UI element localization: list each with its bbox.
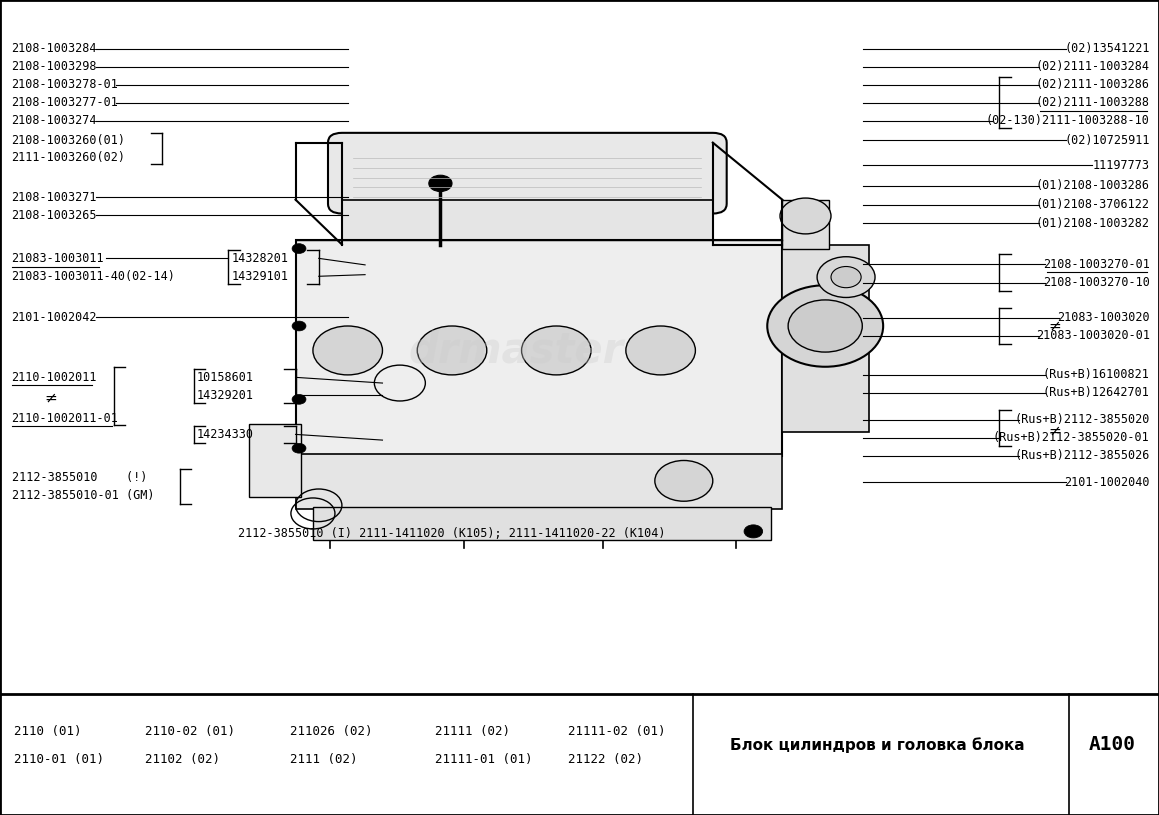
FancyBboxPatch shape [328,133,727,214]
Text: (Rus+B)2112-3855026: (Rus+B)2112-3855026 [1014,449,1150,462]
Text: 21122 (02): 21122 (02) [568,753,643,766]
Text: 14329201: 14329201 [197,389,254,402]
Text: 21102 (02): 21102 (02) [145,753,220,766]
Circle shape [292,321,306,331]
Circle shape [522,326,591,375]
Text: drmaster: drmaster [408,329,624,372]
Text: 2112-3855010-01 (GM): 2112-3855010-01 (GM) [12,489,154,502]
Text: 2108-1003271: 2108-1003271 [12,191,97,204]
Text: (02)10725911: (02)10725911 [1064,134,1150,147]
Text: 2108-1003298: 2108-1003298 [12,60,97,73]
Circle shape [292,244,306,253]
Circle shape [292,443,306,453]
Bar [313,507,771,540]
Circle shape [626,326,695,375]
Circle shape [788,300,862,352]
Text: 2112-3855010    (!): 2112-3855010 (!) [12,471,147,484]
Text: (01)2108-1003282: (01)2108-1003282 [1036,217,1150,230]
Text: 2108-1003277-01: 2108-1003277-01 [12,96,118,109]
Text: 21111-01 (01): 21111-01 (01) [435,753,532,766]
Text: 2108-1003284: 2108-1003284 [12,42,97,55]
Text: 2112-3855010 (I) 2111-1411020 (K105); 2111-1411020-22 (K104): 2112-3855010 (I) 2111-1411020 (K105); 21… [239,527,665,540]
Text: 2110-01 (01): 2110-01 (01) [14,753,104,766]
Circle shape [831,267,861,288]
Text: 21083-1003020: 21083-1003020 [1057,311,1150,324]
Text: 21111 (02): 21111 (02) [435,725,510,738]
Text: (Rus+B)16100821: (Rus+B)16100821 [1043,368,1150,381]
Bar [782,200,829,249]
Circle shape [655,460,713,501]
Text: 2101-1002042: 2101-1002042 [12,311,97,324]
Text: (01)2108-3706122: (01)2108-3706122 [1036,198,1150,211]
Bar [782,244,869,432]
Text: 2110-02 (01): 2110-02 (01) [145,725,235,738]
Text: 14234330: 14234330 [197,428,254,441]
Text: 21083-1003011-40(02-14): 21083-1003011-40(02-14) [12,270,175,283]
Text: 11197773: 11197773 [1093,159,1150,172]
Text: 2111 (02): 2111 (02) [290,753,357,766]
Text: 2101-1002040: 2101-1002040 [1064,476,1150,489]
Text: ≠: ≠ [1048,424,1062,438]
Text: (01)2108-1003286: (01)2108-1003286 [1036,179,1150,192]
Text: 2108-1003270-01: 2108-1003270-01 [1043,258,1150,271]
Text: 10158601: 10158601 [197,371,254,384]
Bar [342,200,713,244]
Bar [296,454,782,509]
Text: 2111-1003260(02): 2111-1003260(02) [12,151,125,164]
Text: (02)2111-1003286: (02)2111-1003286 [1036,78,1150,91]
Circle shape [817,257,875,297]
Text: 2108-1003270-10: 2108-1003270-10 [1043,276,1150,289]
Text: Блок цилиндров и головка блока: Блок цилиндров и головка блока [730,737,1025,753]
Text: (Rus+B)2112-3855020: (Rus+B)2112-3855020 [1014,413,1150,426]
Text: 21111-02 (01): 21111-02 (01) [568,725,665,738]
Text: A100: A100 [1089,735,1136,755]
Bar [296,240,782,456]
Text: 14328201: 14328201 [232,252,289,265]
Text: 2108-1003260(01): 2108-1003260(01) [12,134,125,147]
Text: 2108-1003274: 2108-1003274 [12,114,97,127]
Text: 211026 (02): 211026 (02) [290,725,372,738]
Text: (02-130)2111-1003288-10: (02-130)2111-1003288-10 [986,114,1150,127]
Circle shape [767,285,883,367]
Text: 2108-1003278-01: 2108-1003278-01 [12,78,118,91]
Text: (Rus+B)12642701: (Rus+B)12642701 [1043,386,1150,399]
Text: ≠: ≠ [44,390,57,405]
Text: 2108-1003265: 2108-1003265 [12,209,97,222]
Circle shape [744,525,763,538]
Text: 2110-1002011-01: 2110-1002011-01 [12,412,118,425]
Circle shape [780,198,831,234]
Text: 21083-1003011: 21083-1003011 [12,252,104,265]
Text: 2110 (01): 2110 (01) [14,725,81,738]
Text: (02)2111-1003288: (02)2111-1003288 [1036,96,1150,109]
Text: 2110-1002011: 2110-1002011 [12,371,97,384]
Text: (Rus+B)2112-3855020-01: (Rus+B)2112-3855020-01 [993,431,1150,444]
Circle shape [417,326,487,375]
Circle shape [313,326,382,375]
Text: (02)13541221: (02)13541221 [1064,42,1150,55]
Text: 21083-1003020-01: 21083-1003020-01 [1036,329,1150,342]
Text: ≠: ≠ [1048,319,1062,333]
Text: (02)2111-1003284: (02)2111-1003284 [1036,60,1150,73]
Text: 14329101: 14329101 [232,270,289,283]
Circle shape [292,394,306,404]
Bar [249,424,301,497]
Circle shape [429,175,452,192]
